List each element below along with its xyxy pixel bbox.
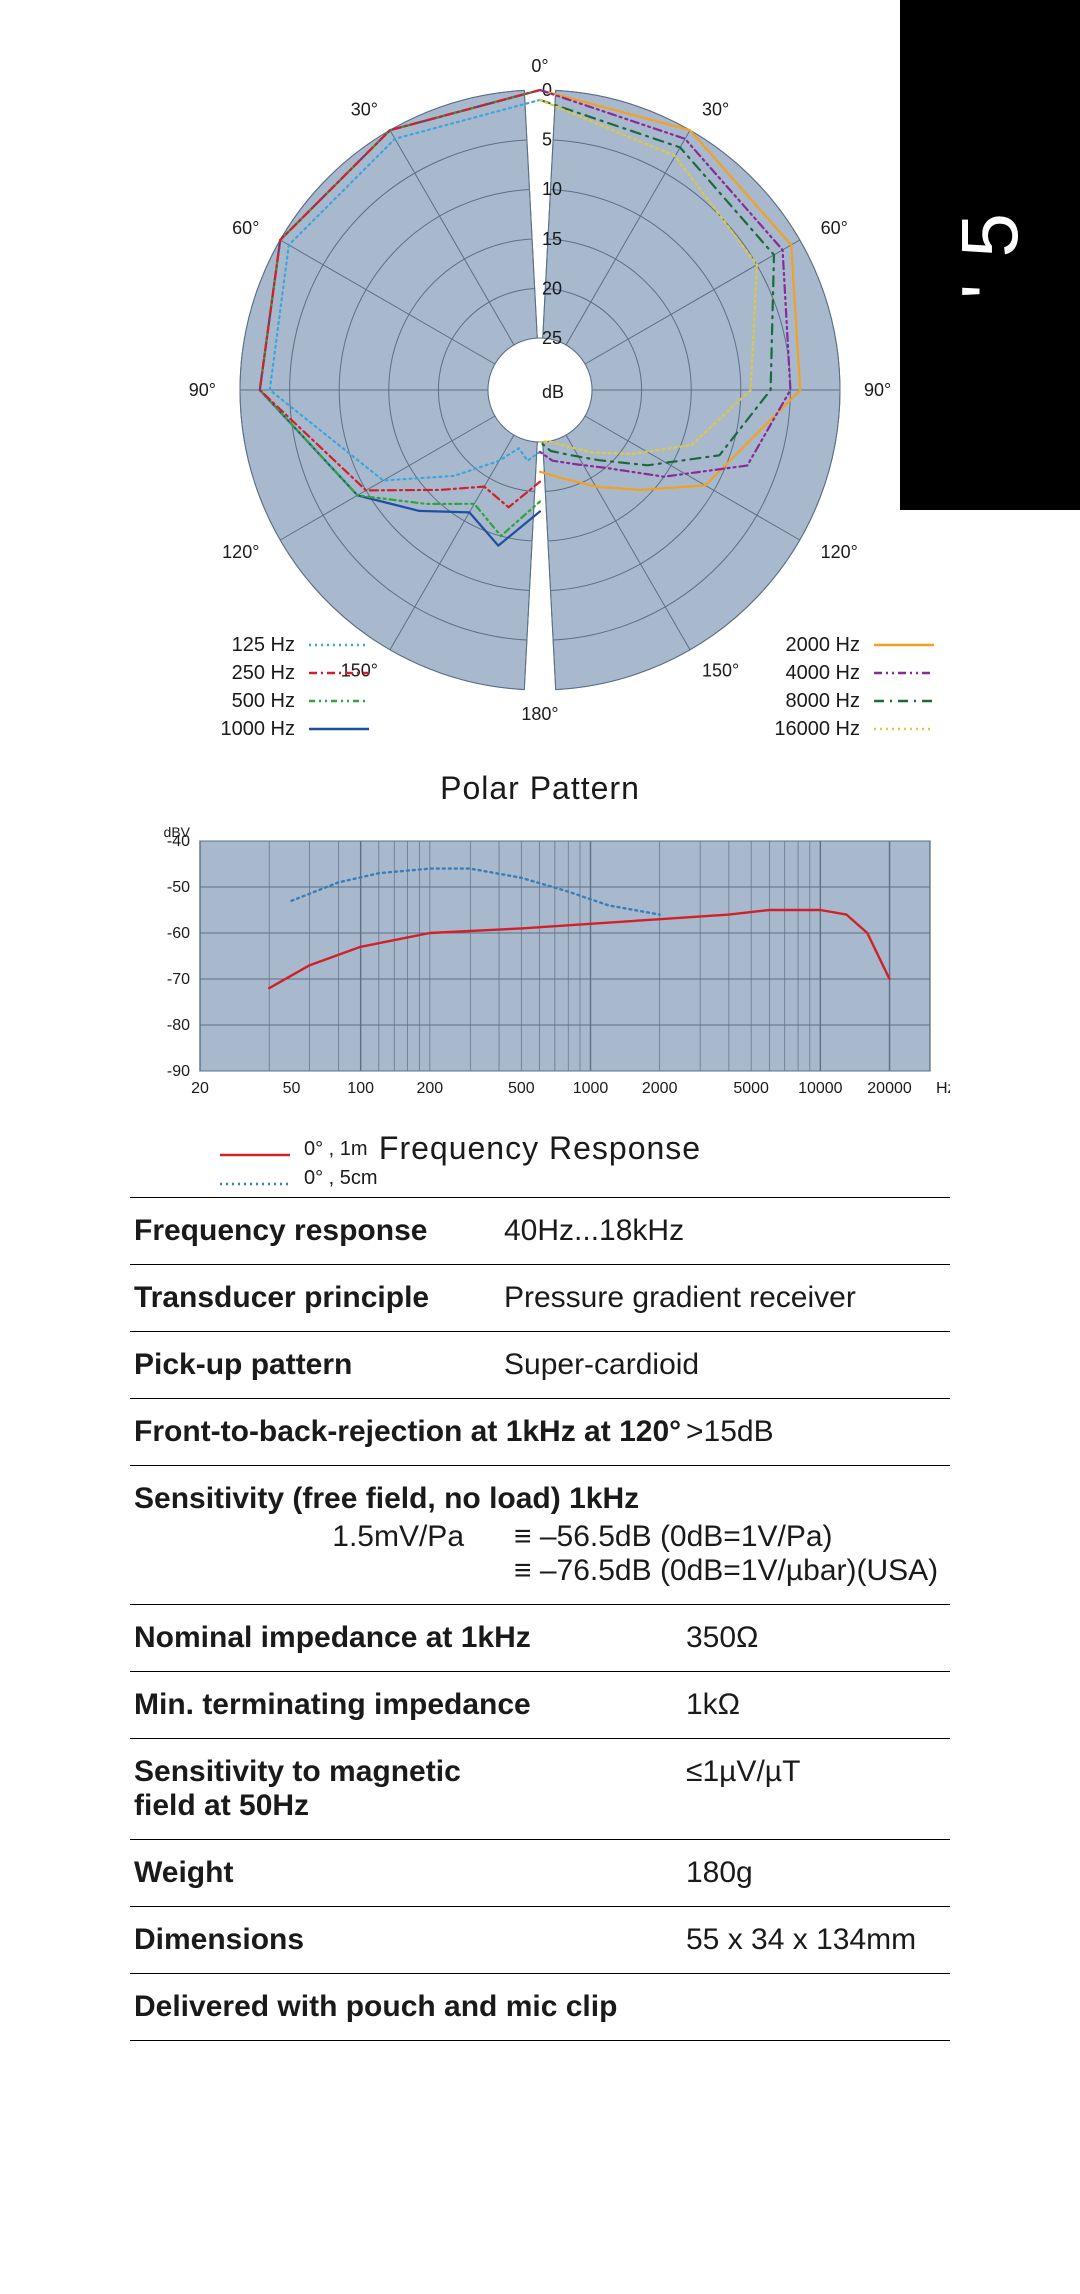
svg-text:250 Hz: 250 Hz bbox=[232, 662, 295, 684]
spec-label: Nominal impedance at 1kHz bbox=[134, 1621, 531, 1655]
svg-text:120°: 120° bbox=[821, 542, 858, 562]
svg-text:60°: 60° bbox=[232, 218, 259, 238]
svg-text:500 Hz: 500 Hz bbox=[232, 690, 295, 712]
svg-text:4000 Hz: 4000 Hz bbox=[786, 662, 861, 684]
svg-text:500: 500 bbox=[508, 1080, 535, 1097]
spec-value: 55 x 34 x 134mm bbox=[686, 1923, 946, 1957]
svg-text:20000: 20000 bbox=[867, 1080, 912, 1097]
svg-text:30°: 30° bbox=[351, 99, 378, 119]
spec-row: Transducer principle Pressure gradient re… bbox=[130, 1264, 950, 1331]
polar-pattern-chart: 0510152025dB0°30°60°90°120°150°180°150°1… bbox=[130, 40, 950, 760]
svg-text:125 Hz: 125 Hz bbox=[232, 634, 295, 656]
svg-text:8000 Hz: 8000 Hz bbox=[786, 690, 861, 712]
spec-row: Frequency response 40Hz...18kHz bbox=[130, 1197, 950, 1264]
spec-row: Sensitivity (free field, no load) 1kHz 1.… bbox=[130, 1465, 950, 1604]
spec-label: Front-to-back-rejection at 1kHz at 120° bbox=[134, 1415, 681, 1449]
spec-row: Dimensions 55 x 34 x 134mm bbox=[130, 1906, 950, 1973]
side-tab-label: ' 5 bbox=[944, 211, 1036, 299]
svg-text:100: 100 bbox=[347, 1080, 374, 1097]
spec-value: Pressure gradient receiver bbox=[504, 1281, 946, 1315]
svg-text:15: 15 bbox=[542, 229, 562, 249]
svg-text:60°: 60° bbox=[821, 218, 848, 238]
svg-text:0°: 0° bbox=[531, 56, 548, 76]
svg-text:90°: 90° bbox=[189, 380, 216, 400]
svg-text:-70: -70 bbox=[167, 971, 190, 988]
fr-legend-swatch bbox=[220, 1144, 290, 1156]
svg-text:1000: 1000 bbox=[573, 1080, 609, 1097]
spec-value: ≤1µV/µT bbox=[686, 1755, 946, 1823]
spec-row: Weight 180g bbox=[130, 1839, 950, 1906]
svg-text:dBV: dBV bbox=[164, 824, 191, 840]
spec-value: 350Ω bbox=[686, 1621, 946, 1655]
fr-legend-label: 0° , 5cm bbox=[304, 1167, 378, 1190]
spec-label: Pick-up pattern bbox=[134, 1348, 474, 1382]
spec-row: Nominal impedance at 1kHz 350Ω bbox=[130, 1604, 950, 1671]
spec-value: ≡ –56.5dB (0dB=1V/Pa)≡ –76.5dB (0dB=1V/µ… bbox=[514, 1520, 938, 1588]
spec-row: Sensitivity to magnetic field at 50Hz ≤1µ… bbox=[130, 1738, 950, 1839]
spec-label: Min. terminating impedance bbox=[134, 1688, 531, 1722]
svg-text:-80: -80 bbox=[167, 1017, 190, 1034]
spec-row: Min. terminating impedance 1kΩ bbox=[130, 1671, 950, 1738]
page: ' 5 0510152025dB0°30°60°90°120°150°180°1… bbox=[0, 0, 1080, 2294]
spec-row: Pick-up pattern Super-cardioid bbox=[130, 1331, 950, 1398]
spec-value: 1kΩ bbox=[686, 1688, 946, 1722]
spec-row: Delivered with pouch and mic clip bbox=[130, 1973, 950, 2041]
svg-text:dB: dB bbox=[542, 382, 564, 402]
svg-text:-60: -60 bbox=[167, 925, 190, 942]
spec-value: 1.5mV/Pa bbox=[264, 1520, 464, 1588]
svg-text:30°: 30° bbox=[702, 99, 729, 119]
fr-legend-label: 0° , 1m bbox=[304, 1138, 368, 1161]
svg-text:16000 Hz: 16000 Hz bbox=[774, 718, 860, 740]
polar-pattern-title: Polar Pattern bbox=[130, 770, 950, 807]
svg-text:2000 Hz: 2000 Hz bbox=[786, 634, 861, 656]
fr-legend-item: 0° , 5cm bbox=[220, 1167, 378, 1190]
frequency-response-chart: -40-50-60-70-80-90dBV2050100200500100020… bbox=[130, 821, 950, 1126]
svg-text:1000 Hz: 1000 Hz bbox=[221, 718, 296, 740]
svg-text:150°: 150° bbox=[341, 661, 378, 681]
spec-label: Weight bbox=[134, 1856, 233, 1890]
spec-label: Sensitivity to magnetic field at 50Hz bbox=[134, 1755, 514, 1823]
spec-label: Sensitivity (free field, no load) 1kHz bbox=[134, 1482, 639, 1516]
content-column: 0510152025dB0°30°60°90°120°150°180°150°1… bbox=[130, 40, 950, 2041]
svg-text:5000: 5000 bbox=[733, 1080, 769, 1097]
spec-row: Front-to-back-rejection at 1kHz at 120°>… bbox=[130, 1398, 950, 1465]
svg-text:150°: 150° bbox=[702, 661, 739, 681]
svg-text:200: 200 bbox=[416, 1080, 443, 1097]
spec-label: Dimensions bbox=[134, 1923, 304, 1957]
svg-text:2000: 2000 bbox=[642, 1080, 678, 1097]
fr-legend-item: 0° , 1m bbox=[220, 1138, 378, 1161]
fr-legend-swatch bbox=[220, 1173, 290, 1185]
spec-value: 40Hz...18kHz bbox=[504, 1214, 946, 1248]
spec-label: Transducer principle bbox=[134, 1281, 474, 1315]
svg-text:25: 25 bbox=[542, 328, 562, 348]
svg-text:90°: 90° bbox=[864, 380, 891, 400]
svg-text:Hz: Hz bbox=[936, 1080, 950, 1097]
spec-table: Frequency response 40Hz...18kHz Transducer… bbox=[130, 1197, 950, 2041]
spec-value: >15dB bbox=[686, 1415, 946, 1449]
spec-value: Super-cardioid bbox=[504, 1348, 946, 1382]
svg-text:-90: -90 bbox=[167, 1063, 190, 1080]
svg-text:50: 50 bbox=[283, 1080, 301, 1097]
spec-label: Delivered with pouch and mic clip bbox=[134, 1990, 617, 2024]
svg-text:10000: 10000 bbox=[798, 1080, 843, 1097]
svg-text:20: 20 bbox=[542, 278, 562, 298]
svg-text:-50: -50 bbox=[167, 879, 190, 896]
svg-text:5: 5 bbox=[542, 130, 552, 150]
spec-value: 180g bbox=[686, 1856, 946, 1890]
frequency-response-legend: 0° , 1m 0° , 5cm bbox=[220, 1138, 378, 1190]
svg-text:180°: 180° bbox=[521, 704, 558, 724]
svg-text:10: 10 bbox=[542, 179, 562, 199]
svg-text:120°: 120° bbox=[222, 542, 259, 562]
svg-text:20: 20 bbox=[191, 1080, 209, 1097]
spec-label: Frequency response bbox=[134, 1214, 474, 1248]
